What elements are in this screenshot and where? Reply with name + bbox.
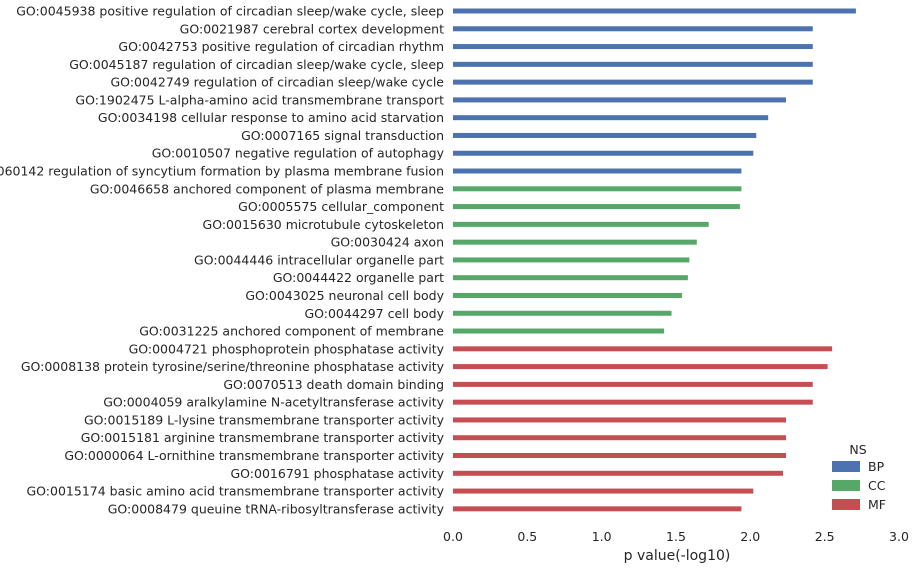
x-tick-label: 1.5 <box>666 529 686 544</box>
category-label: GO:0046658 anchored component of plasma … <box>90 181 444 196</box>
bar-cc <box>453 221 709 227</box>
bar-bp <box>453 150 754 156</box>
category-label: GO:0004721 phosphoprotein phosphatase ac… <box>129 341 445 356</box>
bar-mf <box>453 364 828 370</box>
category-labels: GO:0045938 positive regulation of circad… <box>0 4 445 517</box>
category-label: GO:0010507 negative regulation of autoph… <box>152 146 445 161</box>
bar-mf <box>453 470 784 476</box>
bar-bp <box>453 132 757 138</box>
legend: NS BP CC MF <box>832 442 886 512</box>
x-tick-label: 3.0 <box>889 529 909 544</box>
bar-bp <box>453 26 813 32</box>
bars-group <box>453 8 856 512</box>
category-label: GO:0031225 anchored component of membran… <box>139 324 444 339</box>
legend-title: NS <box>849 442 866 457</box>
category-label: GO:0021987 cerebral cortex development <box>180 21 444 36</box>
category-label: GO:0015174 basic amino acid transmembran… <box>27 484 445 499</box>
category-label: GO:0034198 cellular response to amino ac… <box>98 110 444 125</box>
bar-mf <box>453 453 787 458</box>
bar-mf <box>453 346 833 352</box>
bar-mf <box>453 506 742 512</box>
bar-cc <box>453 275 688 281</box>
category-label: GO:0043025 neuronal cell body <box>245 288 444 303</box>
category-label: GO:0030424 axon <box>331 235 444 250</box>
bar-cc <box>453 292 682 298</box>
category-label: GO:0015181 arginine transmembrane transp… <box>81 430 445 445</box>
category-label: GO:0042749 regulation of circadian sleep… <box>110 75 444 90</box>
bar-bp <box>453 97 787 103</box>
category-label: GO:0015189 L-lysine transmembrane transp… <box>84 412 445 427</box>
category-label: GO:0070513 death domain binding <box>223 377 444 392</box>
bar-cc <box>453 328 665 334</box>
bar-mf <box>453 435 787 441</box>
legend-label-cc: CC <box>868 478 886 493</box>
category-label: GO:0008138 protein tyrosine/serine/threo… <box>21 359 445 374</box>
category-label: GO:0008479 queuine tRNA-ribosyltransfera… <box>108 501 445 516</box>
category-label: GO:0007165 signal transduction <box>241 128 444 143</box>
legend-swatch-bp <box>832 461 860 472</box>
legend-label-bp: BP <box>868 459 885 474</box>
category-label: GO:0060142 regulation of syncytium forma… <box>0 164 444 179</box>
x-tick-label: 2.0 <box>740 529 760 544</box>
legend-swatch-mf <box>832 499 860 510</box>
bar-mf <box>453 488 754 494</box>
category-label: GO:0044446 intracellular organelle part <box>194 252 444 267</box>
category-label: GO:0015630 microtubule cytoskeleton <box>203 217 444 232</box>
category-label: GO:0005575 cellular_component <box>238 199 444 214</box>
x-axis-ticks: 0.0 0.5 1.0 1.5 2.0 2.5 3.0 <box>443 529 909 544</box>
x-tick-label: 0.0 <box>443 529 463 544</box>
category-label: GO:0045938 positive regulation of circad… <box>16 4 444 19</box>
category-label: GO:0016791 phosphatase activity <box>230 466 444 481</box>
category-label: GO:0045187 regulation of circadian sleep… <box>69 57 444 72</box>
x-tick-label: 2.5 <box>815 529 835 544</box>
legend-swatch-cc <box>832 480 860 491</box>
bar-bp <box>453 79 813 85</box>
bar-mf <box>453 417 787 423</box>
bar-bp <box>453 44 813 50</box>
x-tick-label: 1.0 <box>592 529 612 544</box>
bar-cc <box>453 239 697 245</box>
category-label: GO:0000064 L-ornithine transmembrane tra… <box>64 448 444 463</box>
bar-cc <box>453 257 690 263</box>
bar-bp <box>453 168 742 174</box>
bar-bp <box>453 8 856 14</box>
bar-cc <box>453 204 740 210</box>
x-tick-label: 0.5 <box>517 529 537 544</box>
bar-cc <box>453 186 742 192</box>
bar-mf <box>453 399 813 405</box>
bar-bp <box>453 61 813 67</box>
bar-cc <box>453 310 672 316</box>
bar-bp <box>453 115 769 121</box>
category-label: GO:0044297 cell body <box>304 306 444 321</box>
category-label: GO:0042753 positive regulation of circad… <box>118 39 444 54</box>
category-label: GO:0004059 aralkylamine N-acetyltransfer… <box>103 395 444 410</box>
x-axis-title: p value(-log10) <box>624 548 731 564</box>
category-label: GO:0044422 organelle part <box>273 270 444 285</box>
legend-label-mf: MF <box>868 497 886 512</box>
bar-mf <box>453 381 813 387</box>
category-label: GO:1902475 L-alpha-amino acid transmembr… <box>75 92 444 107</box>
